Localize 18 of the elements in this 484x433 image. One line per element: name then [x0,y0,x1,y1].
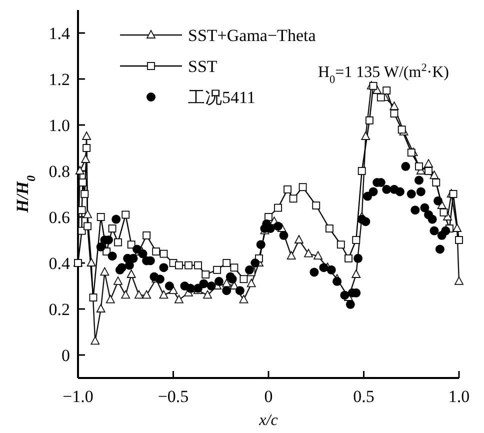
legend-label: 工况5411 [188,88,256,107]
y-tick-label: 1.0 [48,116,70,135]
legend-label: SST [188,57,218,76]
y-tick-label: 0.2 [48,300,70,319]
x-tick-label: 1.0 [448,387,470,406]
annotation: H$_{0}$=1 135 W/(m$^{2}$·K) [318,62,449,86]
x-tick-label: −0.5 [158,387,189,406]
y-tick-label: 1.4 [48,24,70,43]
y-tick-label: 0 [62,346,70,365]
legend-label: SST+Gama−Theta [188,26,316,45]
x-tick-label: 0.5 [353,387,374,406]
x-tick-label: −1.0 [62,387,94,406]
y-tick-label: 0.8 [48,162,70,181]
y-tick-label: 0.4 [48,254,70,273]
y-tick-label: 1.2 [48,70,70,89]
x-tick-label: 0 [264,387,273,406]
y-tick-label: 0.6 [48,208,70,227]
x-axis-title: x/c [258,412,278,429]
